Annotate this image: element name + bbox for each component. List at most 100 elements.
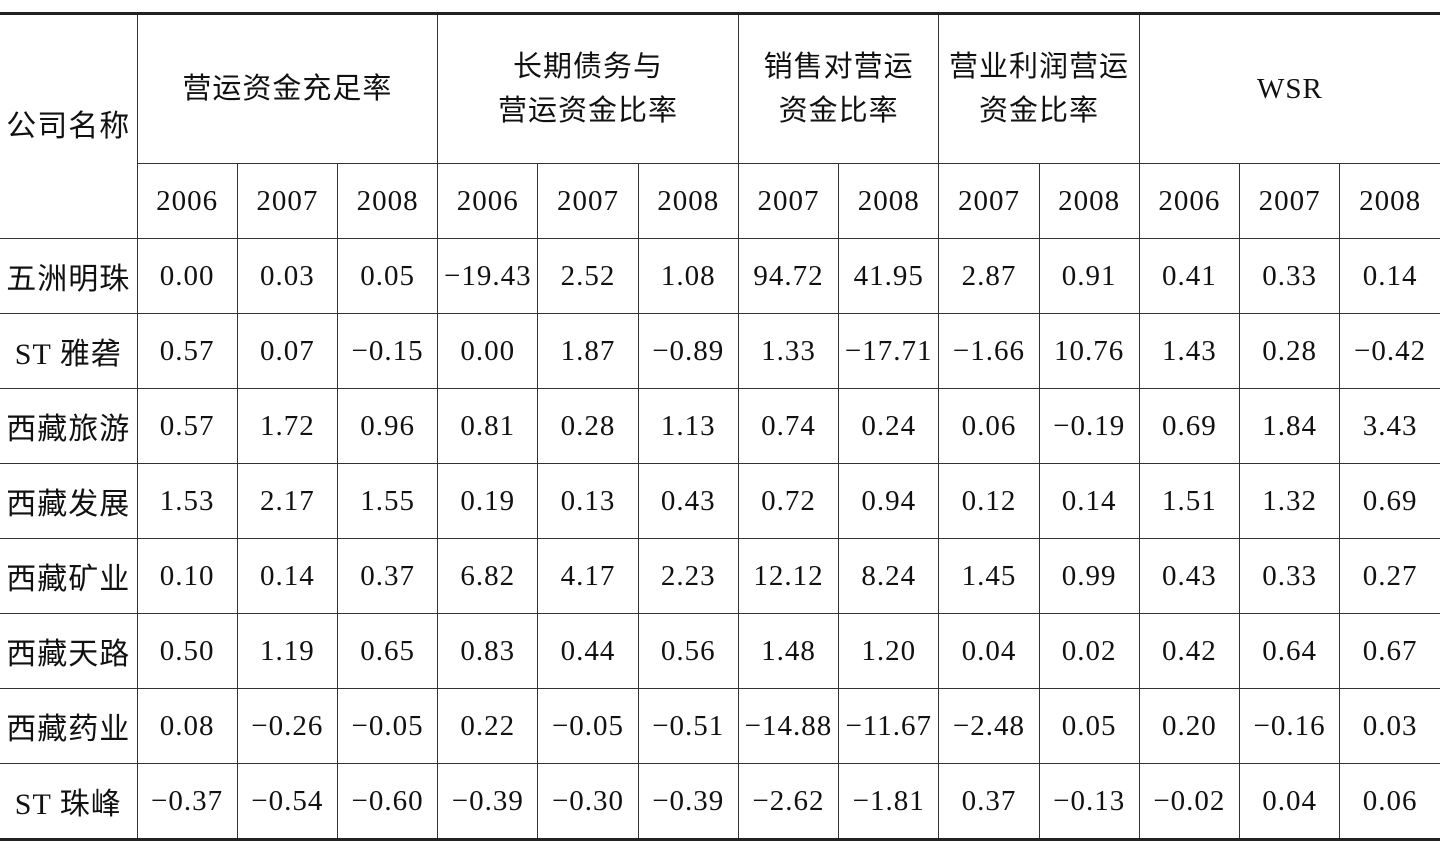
value-cell: 0.57	[136, 313, 238, 389]
value-cell: 1.45	[938, 538, 1040, 614]
value-cell: 2.23	[637, 538, 739, 614]
value-cell: 0.74	[737, 388, 840, 464]
value-cell: 0.04	[938, 613, 1040, 689]
value-cell: 12.12	[737, 538, 840, 614]
value-cell: 1.33	[737, 313, 840, 389]
value-cell: 1.32	[1238, 463, 1341, 539]
data-row: 西藏旅游 0.57 1.72 0.96 0.81 0.28 1.13 0.74 0.24 0.06…	[0, 388, 1440, 464]
value-cell: 41.95	[838, 238, 940, 314]
value-cell: −1.81	[838, 763, 940, 840]
year-header: 2008	[1038, 163, 1140, 239]
value-cell: 0.24	[838, 388, 940, 464]
value-cell: 2.87	[938, 238, 1040, 314]
value-cell: 0.19	[437, 463, 539, 539]
value-cell: 0.22	[437, 688, 539, 764]
value-cell: 6.82	[437, 538, 539, 614]
value-cell: 0.81	[437, 388, 539, 464]
value-cell: −0.89	[637, 313, 739, 389]
year-header: 2007	[537, 163, 639, 239]
value-cell: 0.08	[136, 688, 238, 764]
data-row: 西藏天路 0.50 1.19 0.65 0.83 0.44 0.56 1.48 1.20 0.04…	[0, 613, 1440, 689]
value-cell: 1.51	[1138, 463, 1241, 539]
value-cell: 1.43	[1138, 313, 1241, 389]
value-cell: 0.20	[1138, 688, 1241, 764]
value-cell: 0.03	[236, 238, 338, 314]
value-cell: 0.06	[1339, 763, 1440, 840]
value-cell: −11.67	[838, 688, 940, 764]
value-cell: 0.94	[838, 463, 940, 539]
year-header: 2007	[236, 163, 338, 239]
value-cell: 0.83	[437, 613, 539, 689]
value-cell: 94.72	[737, 238, 840, 314]
value-cell: 1.84	[1238, 388, 1341, 464]
value-cell: 0.12	[938, 463, 1040, 539]
value-cell: 0.28	[1238, 313, 1341, 389]
value-cell: −2.48	[938, 688, 1040, 764]
value-cell: 0.13	[537, 463, 639, 539]
data-row: ST 珠峰 −0.37 −0.54 −0.60 −0.39 −0.30 −0.39 −2.62…	[0, 763, 1440, 840]
year-header: 2007	[938, 163, 1040, 239]
value-cell: 1.13	[637, 388, 739, 464]
value-cell: −0.39	[637, 763, 739, 840]
value-cell: 0.43	[1138, 538, 1241, 614]
data-row: 西藏药业 0.08 −0.26 −0.05 0.22 −0.05 −0.51 −14.88 −1…	[0, 688, 1440, 764]
value-cell: 0.14	[1038, 463, 1140, 539]
value-cell: 1.87	[537, 313, 639, 389]
year-header: 2006	[1138, 163, 1241, 239]
value-cell: 0.00	[136, 238, 238, 314]
value-cell: −0.60	[336, 763, 439, 840]
value-cell: 0.44	[537, 613, 639, 689]
value-cell: 0.03	[1339, 688, 1440, 764]
year-header: 2008	[1339, 163, 1440, 239]
value-cell: 0.67	[1339, 613, 1440, 689]
value-cell: −0.54	[236, 763, 338, 840]
value-cell: 0.37	[938, 763, 1040, 840]
company-name: 西藏矿业	[0, 538, 138, 614]
value-cell: 0.06	[938, 388, 1040, 464]
company-name: 西藏旅游	[0, 388, 138, 464]
company-name: 西藏药业	[0, 688, 138, 764]
value-cell: 0.27	[1339, 538, 1440, 614]
value-cell: −0.19	[1038, 388, 1140, 464]
year-header: 2007	[1238, 163, 1341, 239]
group-header: 营业利润营运 资金比率	[938, 13, 1140, 164]
value-cell: 0.00	[437, 313, 539, 389]
company-name: 西藏天路	[0, 613, 138, 689]
value-cell: 1.08	[637, 238, 739, 314]
value-cell: 8.24	[838, 538, 940, 614]
value-cell: −0.30	[537, 763, 639, 840]
value-cell: 0.69	[1339, 463, 1440, 539]
value-cell: −0.05	[336, 688, 439, 764]
value-cell: 1.48	[737, 613, 840, 689]
value-cell: −0.16	[1238, 688, 1341, 764]
value-cell: −0.15	[336, 313, 439, 389]
value-cell: 0.33	[1238, 538, 1341, 614]
group-header: 长期债务与 营运资金比率	[437, 13, 739, 164]
company-name: 五洲明珠	[0, 238, 138, 314]
value-cell: 0.96	[336, 388, 439, 464]
data-table: 公司名称 营运资金充足率 长期债务与 营运资金比率 销售对营运 资金比率 营业利润营运 …	[0, 12, 1440, 841]
value-cell: −0.42	[1339, 313, 1440, 389]
value-cell: 0.57	[136, 388, 238, 464]
group-header: 销售对营运 资金比率	[737, 13, 940, 164]
value-cell: −0.05	[537, 688, 639, 764]
value-cell: 0.37	[336, 538, 439, 614]
value-cell: 0.14	[236, 538, 338, 614]
value-cell: 0.28	[537, 388, 639, 464]
value-cell: 10.76	[1038, 313, 1140, 389]
value-cell: 0.05	[336, 238, 439, 314]
value-cell: 0.02	[1038, 613, 1140, 689]
data-row: 五洲明珠 0.00 0.03 0.05 −19.43 2.52 1.08 94.72 41.95…	[0, 238, 1440, 314]
group-header: WSR	[1138, 13, 1440, 164]
value-cell: −14.88	[737, 688, 840, 764]
value-cell: 0.72	[737, 463, 840, 539]
company-header: 公司名称	[0, 13, 138, 239]
year-header: 2006	[137, 163, 238, 239]
value-cell: −0.13	[1038, 763, 1140, 840]
group-header: 营运资金充足率	[136, 13, 439, 164]
company-name: ST 珠峰	[0, 763, 138, 840]
value-cell: 0.04	[1238, 763, 1341, 840]
year-header: 2008	[336, 163, 439, 239]
year-header: 2008	[838, 163, 940, 239]
